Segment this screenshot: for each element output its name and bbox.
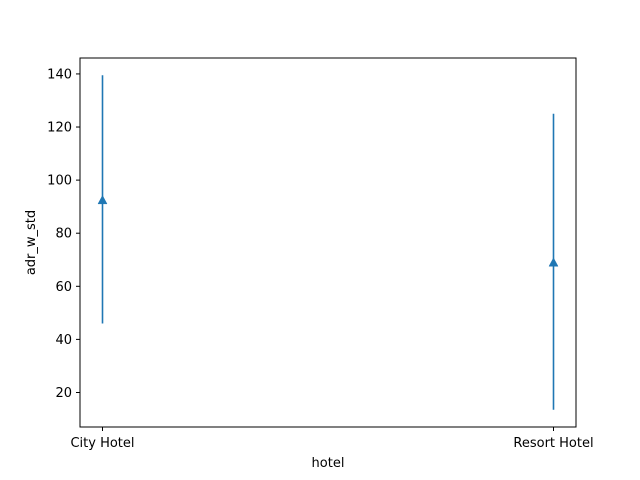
x-tick-label: City Hotel [70, 436, 134, 451]
y-tick-label: 120 [47, 121, 72, 136]
y-tick-label: 140 [47, 67, 72, 82]
y-axis-label: adr_w_std [24, 210, 39, 275]
y-tick-label: 40 [55, 333, 72, 348]
data-point-marker [548, 257, 559, 267]
x-axis-label: hotel [312, 456, 345, 471]
y-tick-label: 20 [55, 386, 72, 401]
plot-frame [79, 57, 577, 428]
y-tick-label: 80 [55, 227, 72, 242]
y-tick-label: 100 [47, 174, 72, 189]
x-tick-label: Resort Hotel [513, 436, 593, 451]
data-point-marker [97, 194, 108, 205]
y-tick-label: 60 [55, 280, 72, 295]
